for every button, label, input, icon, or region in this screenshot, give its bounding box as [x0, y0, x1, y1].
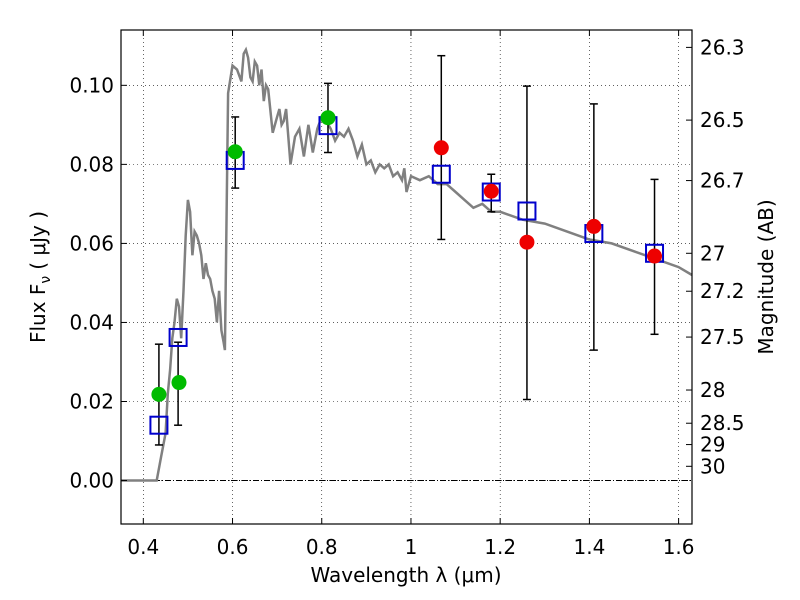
y-tick-label: 0.10	[69, 73, 114, 97]
magnitude-tick-label: 28	[700, 378, 725, 402]
x-tick-label: 1.6	[663, 535, 695, 559]
x-tick-label: 0.4	[127, 535, 159, 559]
y-tick-label: 0.06	[69, 231, 114, 255]
y-tick-label: 0.08	[69, 152, 114, 176]
y-axis-ticks: 0.00 0.02 0.04 0.06 0.08 0.10	[69, 73, 127, 493]
x-axis-ticks: 0.4 0.6 0.8 1 1.2 1.4 1.6	[127, 30, 695, 559]
magnitude-axis-label: Magnitude (AB)	[754, 199, 778, 354]
model-photometry-square	[481, 182, 501, 202]
y-tick-label: 0.02	[69, 389, 114, 413]
x-tick-label: 0.8	[306, 535, 338, 559]
magnitude-tick-label: 29	[700, 433, 725, 457]
observed-point	[171, 375, 187, 391]
plot-background	[121, 30, 692, 524]
y-axis-label-subscript: ν	[38, 276, 54, 284]
x-axis-label: Wavelength λ (μm)	[310, 563, 501, 587]
model-spectrum-line	[121, 46, 693, 482]
y-axis-label-main: Flux F	[26, 284, 50, 343]
observed-point	[519, 234, 535, 250]
observed-point	[483, 183, 499, 199]
observed-point	[227, 144, 243, 160]
x-tick-label: 1.4	[573, 535, 605, 559]
magnitude-tick-label: 30	[700, 454, 725, 478]
magnitude-tick-label: 26.3	[700, 35, 745, 59]
model-photometry-square	[168, 327, 188, 347]
y-tick-label: 0.00	[69, 469, 114, 493]
x-tick-label: 1	[405, 535, 418, 559]
model-photometry-square	[517, 201, 537, 221]
observed-point	[433, 140, 449, 156]
y-tick-label: 0.04	[69, 310, 114, 334]
model-photometry-square	[149, 415, 169, 435]
model-photometry-points	[149, 116, 665, 435]
model-photometry-square	[431, 164, 451, 184]
magnitude-tick-label: 27.2	[700, 279, 745, 303]
plot-frame	[120, 29, 693, 525]
x-tick-label: 1.2	[484, 535, 516, 559]
observed-points	[151, 110, 663, 402]
x-tick-label: 0.6	[217, 535, 249, 559]
observed-point	[586, 218, 602, 234]
magnitude-tick-label: 27	[700, 241, 725, 265]
y-axis-label-unit: ( μJy )	[26, 211, 50, 270]
magnitude-tick-label: 28.5	[700, 411, 745, 435]
observed-point	[320, 110, 336, 126]
magnitude-tick-label: 26.5	[700, 108, 745, 132]
magnitude-tick-label: 26.7	[700, 169, 745, 193]
observed-point	[151, 386, 167, 402]
y-axis-label: Flux Fν ( μJy )	[26, 211, 54, 343]
magnitude-tick-label: 27.5	[700, 325, 745, 349]
observed-point	[647, 248, 663, 264]
